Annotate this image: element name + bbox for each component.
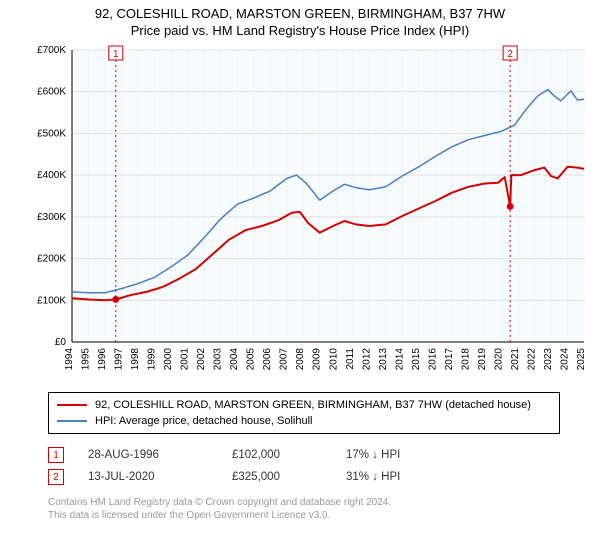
svg-text:2016: 2016 bbox=[427, 348, 438, 371]
footnote-line1: Contains HM Land Registry data © Crown c… bbox=[48, 496, 590, 509]
sale-badge-1: 1 bbox=[48, 447, 64, 463]
svg-text:2009: 2009 bbox=[312, 348, 323, 371]
svg-text:2023: 2023 bbox=[543, 348, 554, 371]
sale-badge-2: 2 bbox=[48, 469, 64, 485]
svg-text:2003: 2003 bbox=[213, 348, 224, 371]
legend-item-hpi: HPI: Average price, detached house, Soli… bbox=[57, 413, 551, 429]
legend-swatch-property bbox=[57, 404, 87, 406]
sale-badge-1-num: 1 bbox=[53, 450, 59, 461]
svg-text:£400K: £400K bbox=[37, 170, 66, 181]
title-address: 92, COLESHILL ROAD, MARSTON GREEN, BIRMI… bbox=[10, 6, 590, 21]
svg-text:2012: 2012 bbox=[361, 348, 372, 371]
svg-text:2019: 2019 bbox=[477, 348, 488, 371]
svg-text:2022: 2022 bbox=[526, 348, 537, 371]
title-block: 92, COLESHILL ROAD, MARSTON GREEN, BIRMI… bbox=[10, 6, 590, 38]
svg-text:1994: 1994 bbox=[64, 348, 75, 371]
svg-text:2000: 2000 bbox=[163, 348, 174, 371]
svg-text:2006: 2006 bbox=[262, 348, 273, 371]
chart-container: 92, COLESHILL ROAD, MARSTON GREEN, BIRMI… bbox=[0, 0, 600, 560]
sale-badge-2-num: 2 bbox=[53, 472, 59, 483]
svg-text:2005: 2005 bbox=[246, 348, 257, 371]
svg-text:2011: 2011 bbox=[345, 348, 356, 370]
legend-item-property: 92, COLESHILL ROAD, MARSTON GREEN, BIRMI… bbox=[57, 397, 551, 413]
svg-text:2018: 2018 bbox=[460, 348, 471, 371]
svg-text:1: 1 bbox=[113, 49, 119, 60]
sale-price-1: £102,000 bbox=[232, 449, 322, 461]
svg-text:2001: 2001 bbox=[180, 348, 191, 371]
legend-label-property: 92, COLESHILL ROAD, MARSTON GREEN, BIRMI… bbox=[95, 399, 531, 411]
svg-text:1999: 1999 bbox=[147, 348, 158, 371]
svg-text:2008: 2008 bbox=[295, 348, 306, 371]
footnote: Contains HM Land Registry data © Crown c… bbox=[48, 496, 590, 522]
svg-text:2017: 2017 bbox=[444, 348, 455, 371]
sale-row-1: 1 28-AUG-1996 £102,000 17% ↓ HPI bbox=[48, 444, 590, 466]
sale-row-2: 2 13-JUL-2020 £325,000 31% ↓ HPI bbox=[48, 466, 590, 488]
sale-diff-2: 31% ↓ HPI bbox=[346, 471, 436, 483]
svg-text:1997: 1997 bbox=[114, 348, 125, 371]
svg-text:2013: 2013 bbox=[378, 348, 389, 371]
svg-text:1996: 1996 bbox=[97, 348, 108, 371]
sale-diff-1: 17% ↓ HPI bbox=[346, 449, 436, 461]
svg-text:1995: 1995 bbox=[81, 348, 92, 371]
svg-text:2021: 2021 bbox=[510, 348, 521, 371]
sale-price-2: £325,000 bbox=[232, 471, 322, 483]
chart: £0 £100K £200K £300K £400K £500K £600K £700K 199… bbox=[28, 44, 588, 384]
svg-text:2014: 2014 bbox=[394, 348, 405, 371]
svg-text:£300K: £300K bbox=[37, 212, 66, 223]
svg-text:£100K: £100K bbox=[37, 295, 66, 306]
svg-text:2020: 2020 bbox=[493, 348, 504, 371]
footnote-line2: This data is licensed under the Open Gov… bbox=[48, 509, 590, 522]
svg-text:1998: 1998 bbox=[130, 348, 141, 371]
svg-text:2: 2 bbox=[507, 49, 513, 60]
svg-text:2024: 2024 bbox=[559, 348, 570, 371]
svg-text:2002: 2002 bbox=[196, 348, 207, 371]
svg-text:£500K: £500K bbox=[37, 128, 66, 139]
svg-text:2025: 2025 bbox=[576, 348, 587, 371]
svg-text:2007: 2007 bbox=[279, 348, 290, 371]
svg-text:2004: 2004 bbox=[229, 348, 240, 371]
svg-text:£0: £0 bbox=[55, 337, 67, 348]
sales-table: 1 28-AUG-1996 £102,000 17% ↓ HPI 2 13-JU… bbox=[48, 444, 590, 488]
legend: 92, COLESHILL ROAD, MARSTON GREEN, BIRMI… bbox=[48, 392, 560, 434]
svg-text:£200K: £200K bbox=[37, 254, 66, 265]
svg-text:2015: 2015 bbox=[411, 348, 422, 371]
svg-text:£600K: £600K bbox=[37, 87, 66, 98]
svg-text:2010: 2010 bbox=[328, 348, 339, 371]
svg-text:£700K: £700K bbox=[37, 45, 66, 56]
sale-date-1: 28-AUG-1996 bbox=[88, 449, 208, 461]
legend-swatch-hpi bbox=[57, 420, 87, 422]
sale-date-2: 13-JUL-2020 bbox=[88, 471, 208, 483]
title-subtitle: Price paid vs. HM Land Registry's House … bbox=[10, 23, 590, 38]
chart-svg: £0 £100K £200K £300K £400K £500K £600K £700K 199… bbox=[28, 44, 588, 384]
legend-label-hpi: HPI: Average price, detached house, Soli… bbox=[95, 415, 313, 427]
